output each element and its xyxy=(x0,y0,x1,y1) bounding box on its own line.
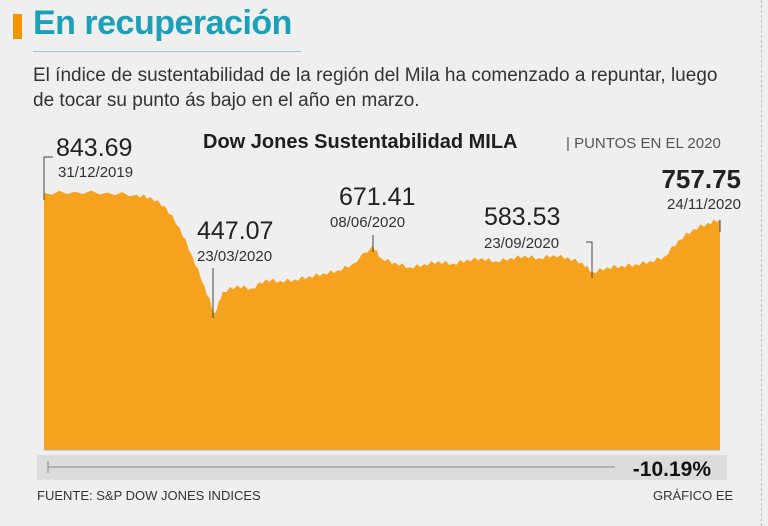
annotation-date: 23/03/2020 xyxy=(197,248,272,265)
annotation-value: 583.53 xyxy=(484,203,560,231)
annotation-value: 757.75 xyxy=(661,164,741,194)
page-subtitle: El índice de sustentabilidad de la regió… xyxy=(33,65,718,111)
annotation-value: 671.41 xyxy=(339,183,415,211)
annotation-leader xyxy=(43,156,53,200)
area-series xyxy=(44,190,720,450)
source-note: FUENTE: S&P DOW JONES INDICES xyxy=(37,488,261,503)
annotation-date: 23/09/2020 xyxy=(484,235,559,252)
chart-title: Dow Jones Sustentabilidad MILA xyxy=(203,131,518,153)
title-accent-bar xyxy=(13,14,22,39)
change-label: -10.19% xyxy=(633,458,712,481)
chart-subtitle: | PUNTOS EN EL 2020 xyxy=(566,135,721,152)
annotation-date: 31/12/2019 xyxy=(58,164,133,181)
annotation-value: 843.69 xyxy=(56,134,132,162)
annotation-leader xyxy=(586,241,593,278)
title-underline xyxy=(33,51,301,52)
dashed-border xyxy=(761,0,762,526)
annotation-date: 08/06/2020 xyxy=(330,214,405,231)
page-title: En recuperación xyxy=(33,4,292,42)
annotation-date: 24/11/2020 xyxy=(667,196,741,213)
annotation-value: 447.07 xyxy=(197,217,273,245)
graphic-credit: GRÁFICO EE xyxy=(653,488,734,503)
